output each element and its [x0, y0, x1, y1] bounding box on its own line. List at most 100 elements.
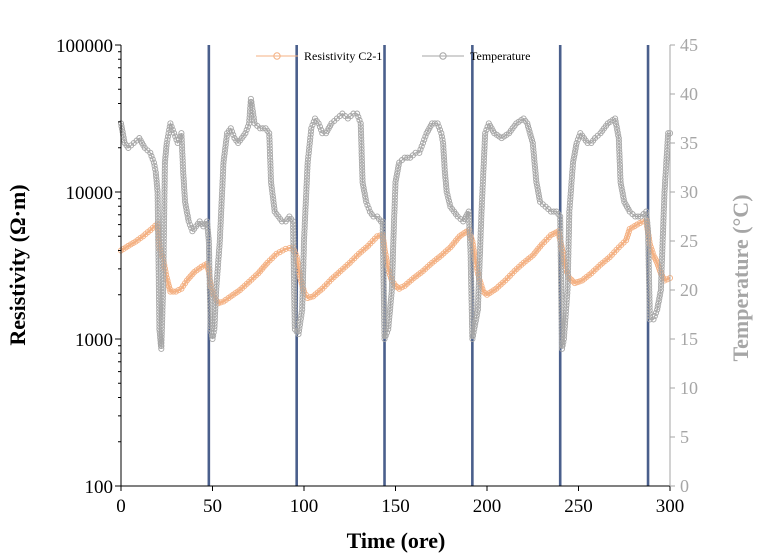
data-point	[557, 267, 564, 274]
data-point	[663, 156, 670, 163]
data-point	[557, 240, 564, 247]
data-point	[395, 162, 402, 169]
data-point	[659, 245, 666, 252]
data-point	[558, 294, 565, 301]
legend: Resistivity C2-1 Temperature	[256, 49, 530, 63]
data-point	[298, 312, 305, 319]
data-point	[478, 214, 485, 221]
data-point	[379, 230, 386, 237]
data-point	[380, 251, 387, 258]
data-point	[166, 123, 173, 130]
y2-tick-label: 10	[680, 378, 698, 398]
data-point	[658, 257, 666, 264]
data-point	[387, 302, 394, 309]
data-point	[295, 331, 302, 338]
data-point	[155, 236, 162, 243]
data-point	[218, 195, 225, 202]
data-point	[478, 217, 485, 224]
data-point	[475, 291, 482, 298]
data-point	[290, 272, 297, 279]
data-point	[480, 160, 487, 167]
data-point	[358, 132, 365, 139]
data-point	[291, 284, 298, 291]
data-point	[663, 159, 670, 166]
data-point	[119, 128, 126, 135]
data-point	[557, 231, 564, 238]
data-point	[219, 171, 226, 178]
data-point	[660, 212, 667, 219]
data-point	[161, 205, 168, 212]
data-point	[389, 266, 396, 273]
data-point	[158, 345, 165, 352]
data-point	[301, 222, 308, 229]
data-point	[300, 267, 307, 274]
data-point	[654, 259, 661, 266]
data-point	[278, 218, 286, 225]
data-point	[244, 123, 251, 130]
data-point	[219, 189, 226, 196]
data-point	[569, 165, 576, 172]
data-point	[159, 301, 166, 308]
data-point	[481, 142, 488, 149]
data-point	[290, 263, 297, 270]
data-point	[306, 140, 313, 147]
data-point	[160, 277, 167, 284]
data-point	[659, 233, 666, 240]
data-point	[273, 250, 280, 257]
data-point	[619, 187, 626, 194]
data-point	[180, 172, 187, 179]
data-point	[440, 139, 447, 147]
data-point	[357, 123, 364, 130]
data-point	[476, 253, 483, 260]
data-point	[379, 218, 386, 225]
data-point	[299, 291, 306, 298]
data-point	[438, 133, 445, 140]
data-point	[477, 238, 484, 245]
data-point	[467, 250, 474, 257]
y2-tick-label: 45	[680, 35, 698, 55]
data-point	[533, 181, 540, 189]
data-point	[566, 214, 573, 221]
data-point	[524, 120, 531, 127]
data-point	[266, 133, 273, 140]
data-point	[659, 254, 666, 261]
data-point	[282, 245, 289, 252]
data-point	[359, 170, 366, 177]
data-point	[650, 316, 657, 323]
data-point	[171, 130, 178, 137]
data-point	[381, 305, 388, 312]
data-point	[395, 165, 402, 172]
data-point	[223, 133, 230, 140]
data-point	[468, 290, 475, 297]
data-point	[474, 303, 482, 310]
data-point	[290, 260, 297, 267]
data-point	[179, 154, 186, 161]
data-point	[389, 248, 397, 255]
data-point	[392, 188, 399, 195]
data-point	[658, 269, 665, 276]
data-point	[379, 227, 386, 234]
data-point	[358, 161, 366, 168]
data-point	[416, 149, 423, 156]
data-point	[212, 302, 219, 309]
data-point	[380, 245, 387, 252]
data-point	[468, 278, 475, 285]
data-point	[658, 266, 665, 273]
data-point	[220, 165, 227, 172]
data-point	[290, 224, 297, 231]
data-point	[568, 177, 575, 185]
data-point	[417, 146, 424, 153]
data-point	[566, 217, 573, 224]
data-point	[247, 95, 254, 102]
data-point	[394, 170, 401, 177]
data-point	[660, 224, 667, 231]
data-point	[170, 288, 177, 295]
data-point	[389, 272, 396, 279]
data-point	[652, 309, 660, 316]
data-point	[358, 143, 365, 150]
data-point	[662, 165, 670, 172]
data-point	[477, 247, 484, 254]
data-point	[388, 281, 396, 288]
data-point	[572, 145, 579, 152]
data-point	[558, 279, 565, 286]
